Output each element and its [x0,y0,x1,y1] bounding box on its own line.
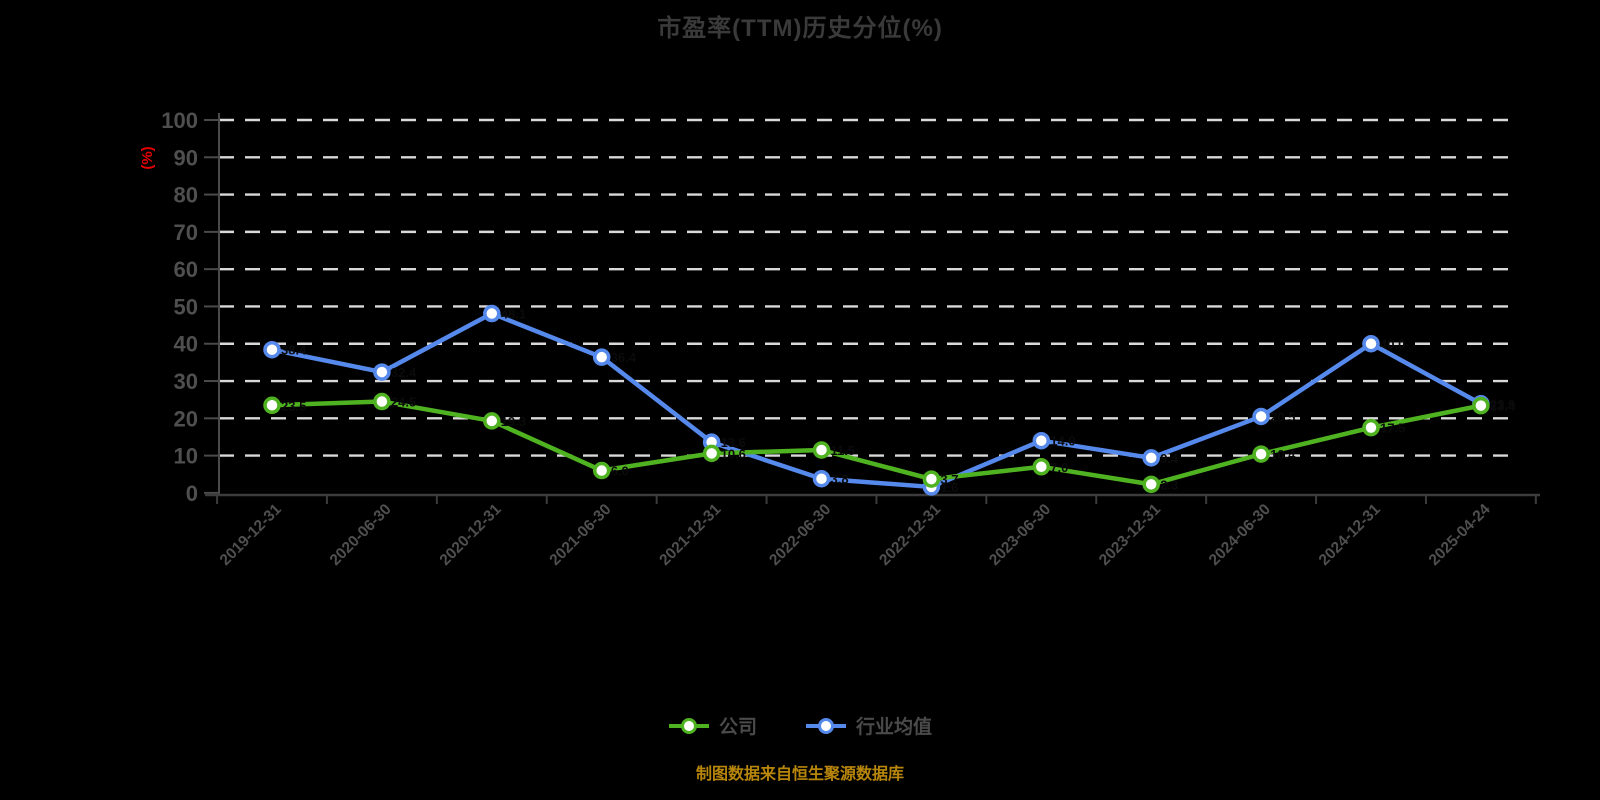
x-category-label: 2025-04-24 [1426,501,1494,569]
data-point-label: 17.5 [1380,421,1405,436]
y-tick-label: 100 [161,108,198,133]
data-point-label: 23.9 [1490,397,1515,412]
data-point-label: 38.4 [281,343,307,358]
data-point-label: 10.6 [721,446,746,461]
x-category-label: 2020-12-31 [437,501,505,569]
data-point-marker[interactable] [1362,418,1380,437]
data-point-marker[interactable] [1142,475,1160,494]
data-point-marker[interactable] [373,392,391,411]
data-point-marker[interactable] [592,348,611,366]
legend-label-company: 公司 [718,717,757,738]
x-category-label: 2023-12-31 [1096,501,1164,569]
data-point-label: 1.6 [940,480,958,495]
data-point-marker[interactable] [812,441,831,459]
x-category-label: 2024-06-30 [1206,501,1274,569]
data-point-label: 7.0 [1050,460,1068,475]
data-point-label: 23.5 [281,398,306,413]
data-point-marker[interactable] [1032,458,1051,476]
x-category-label: 2022-12-31 [876,501,944,569]
data-point-label: 40.0 [1380,337,1405,352]
y-tick-label: 70 [174,220,198,245]
data-point-marker[interactable] [1252,445,1270,463]
series-line-行业均值 [269,311,1484,490]
x-category-label: 2022-06-30 [766,501,834,569]
y-axis-unit-label: (%) [139,146,156,169]
legend-item-industry-average[interactable]: 行业均值 [805,712,932,739]
y-tick-label: 50 [174,294,198,319]
data-point-marker[interactable] [263,340,281,359]
data-point-label: 23.4 [1490,399,1516,414]
data-point-marker[interactable] [1032,431,1051,450]
data-point-label: 48.1 [501,307,526,322]
x-category-label: 2024-12-31 [1316,501,1384,569]
data-point-marker[interactable] [592,461,611,480]
data-point-label: 32.4 [391,365,417,380]
data-point-marker[interactable] [1142,449,1160,467]
data-point-marker[interactable] [702,444,721,463]
legend: 公司 行业均值 [0,712,1600,739]
data-point-label: 13.6 [721,435,746,450]
data-point-label: 11.5 [831,443,856,458]
data-point-label: 10.4 [1270,447,1296,462]
y-tick-label: 90 [174,145,198,170]
y-tick-label: 30 [174,369,198,394]
data-point-marker[interactable] [812,469,831,488]
data-source-note: 制图数据来自恒生聚源数据库 [695,766,904,783]
x-category-label: 2023-06-30 [986,501,1054,569]
data-point-label: 24.5 [391,395,416,410]
data-point-label: 3.7 [940,472,958,487]
data-point-marker[interactable] [483,304,501,323]
x-category-label: 2020-06-30 [327,501,395,569]
data-point-marker[interactable] [373,363,391,381]
y-tick-label: 0 [186,481,198,506]
company-line-marker-icon [668,717,709,734]
data-point-label: 6.0 [611,464,629,479]
data-point-marker[interactable] [263,396,281,415]
data-point-label: 20.5 [1270,409,1295,424]
legend-label-industry-average: 行业均值 [856,717,933,738]
data-point-label: 9.4 [1160,451,1179,466]
data-point-label: 19.3 [501,414,526,429]
y-tick-label: 60 [174,257,198,282]
y-tick-label: 10 [174,444,198,469]
x-category-label: 2019-12-31 [217,501,285,569]
y-tick-label: 80 [174,183,198,208]
y-tick-label: 40 [174,332,198,357]
series-line-公司 [269,399,1484,487]
data-point-marker[interactable] [1362,334,1380,353]
data-point-label: 14.0 [1050,434,1075,449]
chart-title: 市盈率(TTM)历史分位(%) [657,15,943,42]
data-point-marker[interactable] [483,412,501,430]
data-point-marker[interactable] [1472,396,1490,415]
x-category-label: 2021-12-31 [656,501,724,569]
data-point-label: 2.3 [1160,477,1178,492]
legend-item-company[interactable]: 公司 [668,712,757,739]
data-point-marker[interactable] [1252,407,1270,426]
y-tick-label: 20 [174,406,198,431]
data-point-label: 3.8 [831,472,849,487]
data-point-marker[interactable] [922,470,941,488]
x-category-label: 2021-06-30 [546,501,614,569]
industry-average-line-marker-icon [806,717,846,734]
data-point-label: 36.4 [611,350,637,365]
